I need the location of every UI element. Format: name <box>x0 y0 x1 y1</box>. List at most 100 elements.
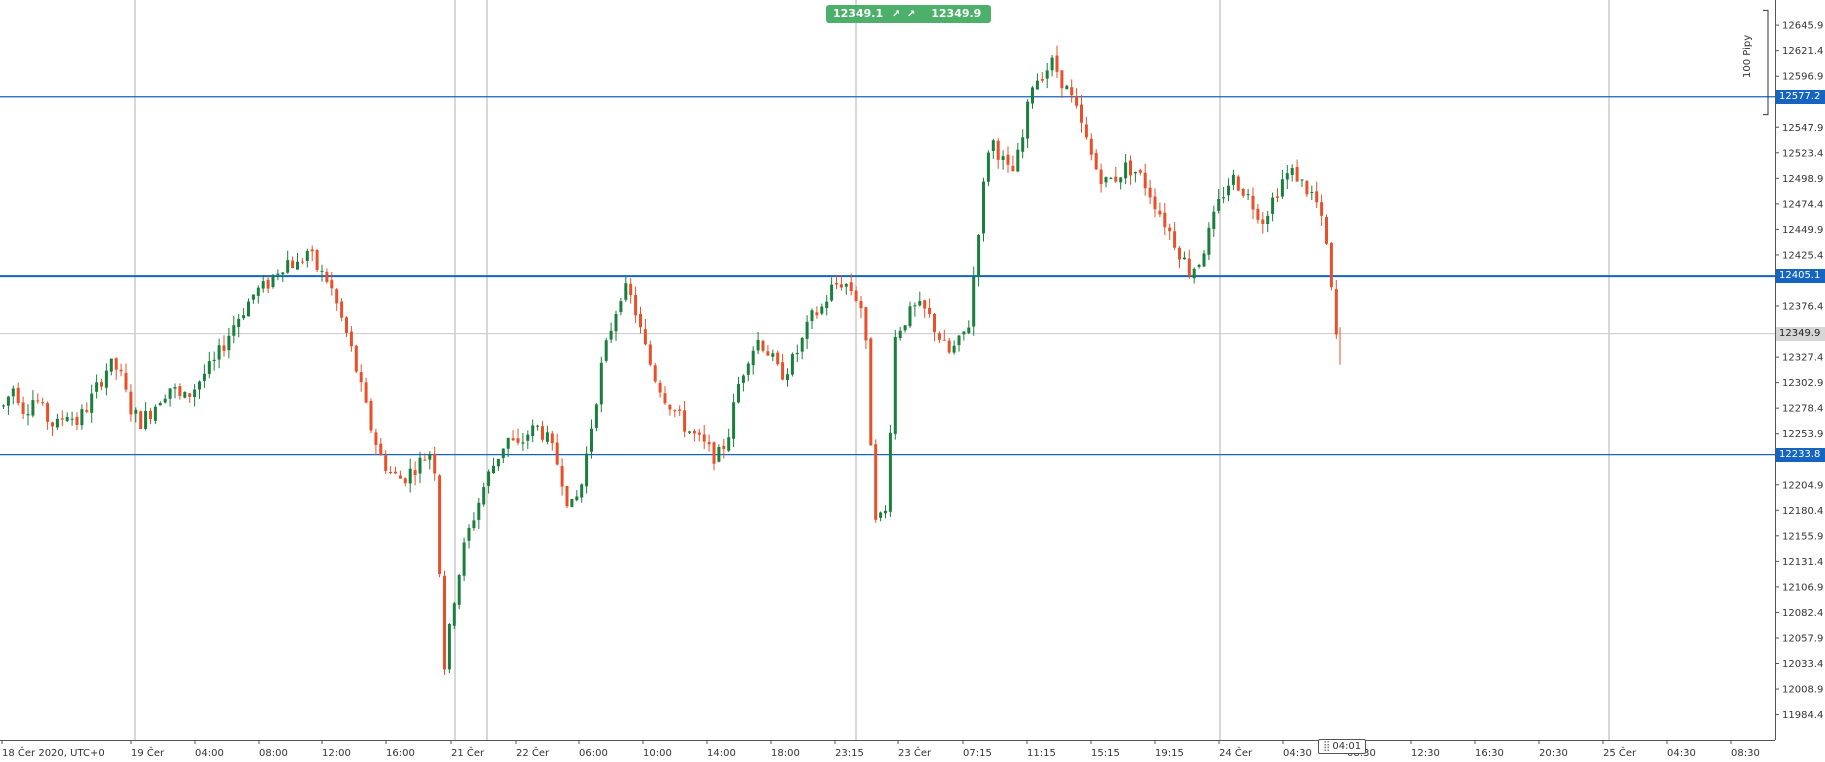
candle-body <box>565 485 569 507</box>
candle-body <box>972 276 976 327</box>
time-tick-label: 12:30 <box>1411 748 1440 759</box>
candle-body <box>1055 55 1059 72</box>
candle-body <box>11 388 15 397</box>
candle-body <box>1276 196 1279 198</box>
candle-body <box>707 441 711 445</box>
time-tick-label: 23:15 <box>835 748 864 759</box>
candle-body <box>1236 176 1240 191</box>
candle-body <box>1080 104 1083 123</box>
axis-tick-label: 12425.4 <box>1782 250 1823 261</box>
candle-body <box>85 410 89 412</box>
candle-body <box>70 418 74 420</box>
level-price-tag[interactable]: 12233.8 <box>1776 447 1825 462</box>
time-tick-label: 19 Čer <box>131 746 165 759</box>
candle-body <box>364 382 368 403</box>
candle-body <box>1295 166 1299 182</box>
candle-body <box>1119 177 1123 183</box>
candle-body <box>1050 57 1054 71</box>
level-price-tag[interactable]: 12577.2 <box>1776 89 1825 104</box>
candle-body <box>560 466 564 487</box>
price-chart[interactable] <box>0 0 1775 740</box>
candle-body <box>1261 219 1265 224</box>
candle-body <box>1280 179 1284 197</box>
candle-body <box>1310 192 1314 194</box>
arrow-up-right-icon: ↗ <box>891 9 901 20</box>
candle-body <box>585 453 589 487</box>
candle-body <box>276 273 280 275</box>
candle-body <box>1045 70 1049 79</box>
candle-body <box>825 301 829 309</box>
axis-tick-label: 12523.4 <box>1782 148 1823 159</box>
price-axis[interactable]: 12645.9 12621.4 12596.9 12547.9 12523.4 12498… <box>1763 0 1825 740</box>
candle-body <box>531 425 535 436</box>
time-tick-label: 04:30 <box>1667 748 1696 759</box>
time-tick-label: 18:00 <box>771 748 800 759</box>
candle-body <box>800 337 804 352</box>
candle-body <box>457 574 461 605</box>
candle-body <box>320 270 324 272</box>
candle-body <box>766 351 770 356</box>
sell-button[interactable]: 12349.1 ↗ <box>826 5 906 23</box>
candle-body <box>918 301 922 306</box>
time-tick-label: 15:15 <box>1091 748 1120 759</box>
time-marker[interactable]: ⣿ 04:01 <box>1318 739 1367 754</box>
candle-body <box>340 301 344 318</box>
candle-body <box>369 400 373 431</box>
current-price-tag[interactable]: 12349.9 <box>1776 326 1825 341</box>
candle-body <box>526 434 530 441</box>
candle-body <box>1129 160 1132 176</box>
candle-body <box>790 354 794 375</box>
sell-price: 12349.1 <box>833 7 884 20</box>
candle-body <box>296 261 299 270</box>
candle-body <box>717 447 721 462</box>
candle-body <box>849 282 853 292</box>
time-tick-label: 07:15 <box>963 748 992 759</box>
candle-body <box>810 310 814 322</box>
candle-body <box>251 294 255 300</box>
candle-body <box>702 434 706 442</box>
buy-button[interactable]: ↗ 12349.9 <box>899 5 992 23</box>
axis-tick-label: 12645.9 <box>1782 21 1823 32</box>
candle-body <box>75 416 79 425</box>
candle-body <box>65 417 69 422</box>
axis-tick-label: 12033.4 <box>1782 659 1823 670</box>
candle-body <box>678 409 682 411</box>
time-tick-label: 24 Čer <box>1219 746 1253 759</box>
candle-body <box>95 382 99 392</box>
time-tick-label: 21 Čer <box>451 746 485 759</box>
candle-body <box>590 428 593 452</box>
candle-body <box>604 340 608 361</box>
candle-body <box>751 350 755 366</box>
candle-body <box>722 445 726 450</box>
chart-canvas[interactable] <box>0 0 1775 740</box>
candle-body <box>639 313 642 328</box>
candle-body <box>879 512 883 518</box>
drag-grip-icon: ⣿ <box>1323 741 1331 752</box>
candle-body <box>462 542 466 576</box>
candle-body <box>653 365 657 382</box>
axis-tick-label: 12204.9 <box>1782 480 1823 491</box>
candle-body <box>443 575 446 670</box>
candle-body <box>305 251 309 261</box>
pips-ruler-bracket <box>1763 9 1769 116</box>
candle-body <box>977 234 981 277</box>
candle-body <box>1178 247 1181 260</box>
candle-body <box>16 387 20 404</box>
candle-body <box>614 313 618 332</box>
axis-tick-label: 12498.9 <box>1782 174 1823 185</box>
candle-body <box>300 261 304 263</box>
candle-body <box>1222 197 1226 199</box>
time-axis[interactable]: 18 Čer 2020, UTC+0 19 Čer 04:00 08:00 12:00 1… <box>0 740 1775 762</box>
candle-body <box>354 345 358 372</box>
level-price-tag[interactable]: 12405.1 <box>1776 269 1825 284</box>
axis-tick-label: 11984.4 <box>1782 710 1823 721</box>
candle-body <box>937 333 941 340</box>
candle-body <box>271 274 275 288</box>
time-tick-label: 06:00 <box>579 748 608 759</box>
candle-body <box>212 359 216 362</box>
candle-body <box>668 404 672 410</box>
candle-body <box>580 484 584 498</box>
candle-body <box>1320 202 1324 216</box>
candle-body <box>928 307 932 315</box>
candle-body <box>80 409 84 426</box>
